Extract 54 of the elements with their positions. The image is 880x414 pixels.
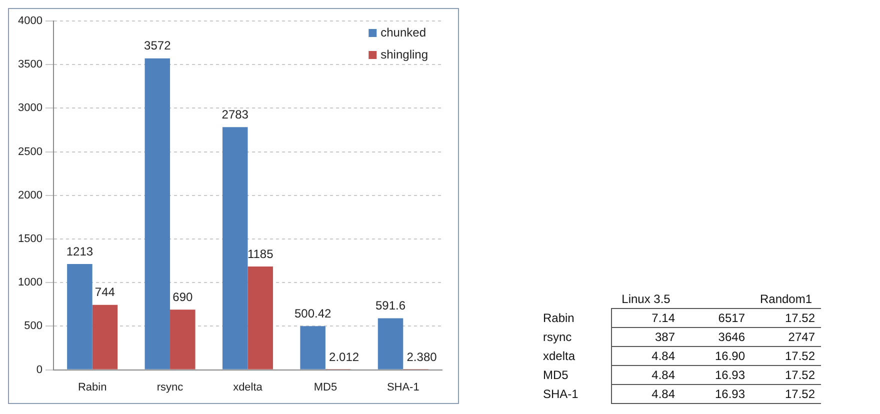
data-label: 2747 [751,328,821,346]
bar [144,58,170,370]
x-tick-label: rsync [156,381,184,394]
y-tick-label: 4000 [18,15,42,28]
data-label: 1213 [66,244,94,258]
data-label: 500.42 [294,306,332,320]
legend-label: chunked [380,25,426,40]
y-tick-label: 500 [24,320,42,332]
x-tick-label: Linux 3.5 [620,291,672,308]
y-tick-label: Rabin [542,310,576,327]
bar [92,304,118,370]
data-label: 16.93 [681,366,751,384]
y-tick-label: 1000 [18,276,42,289]
data-label: 17.52 [751,384,821,404]
data-label: 2.012 [329,350,360,364]
y-tick-label: 2000 [18,189,42,202]
bar [67,264,92,370]
bar [170,310,196,370]
bar [378,318,404,370]
y-tick-label: 1500 [18,233,42,246]
data-label: 17.52 [751,346,821,366]
bar [248,266,273,370]
data-label: 2.380 [406,350,438,364]
data-label: 2783 [222,107,249,122]
y-tick-label: 2500 [18,146,42,158]
x-tick-label: MD5 [314,381,338,394]
x-tick-label: SHA-1 [386,381,420,394]
bar [300,326,326,370]
data-label: 744 [94,285,116,300]
data-label: 16.90 [681,346,751,366]
data-label: 7.14 [611,308,681,328]
data-label: 3646 [681,328,751,346]
data-label: 690 [172,290,193,304]
bar [222,127,248,370]
data-label: 16.93 [681,384,751,404]
data-label: 3572 [144,38,172,53]
x-tick-label: xdelta [233,381,264,394]
legend-label: shingling [380,47,428,62]
x-tick-label: Rabin [78,381,107,394]
data-label: 6517 [681,308,751,328]
y-tick-label: 3000 [18,102,42,114]
data-label: 4.84 [611,346,681,366]
data-label: 4.84 [611,384,681,404]
y-tick-label: rsync [542,329,573,346]
data-label: 4.84 [611,366,681,384]
data-label: 1185 [247,246,274,261]
y-tick-label: xdelta [542,348,576,365]
data-label: 17.52 [751,308,821,328]
data-label: 591.6 [376,298,406,313]
y-tick-label: 0 [36,364,42,376]
y-tick-label: 3500 [18,58,42,71]
x-tick-label: Random1 [758,291,814,308]
data-label: 387 [611,328,681,346]
data-label: 17.52 [751,366,821,384]
